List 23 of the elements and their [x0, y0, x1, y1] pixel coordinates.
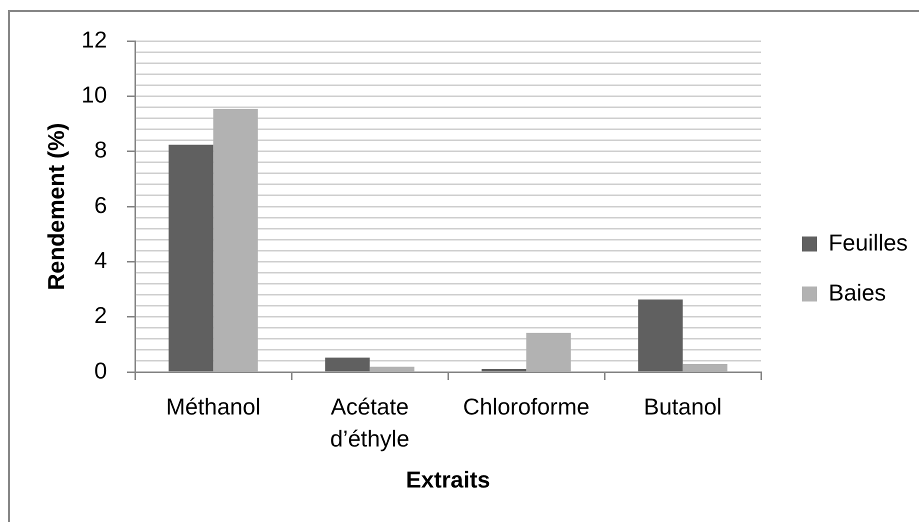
y-tick-label: 2 — [94, 302, 107, 328]
legend-label: Feuilles — [828, 229, 908, 256]
y-axis-title: Rendement (%) — [43, 122, 70, 290]
bar — [370, 366, 414, 372]
x-tick-label: Acétate d’éthyle — [330, 393, 410, 452]
y-tick-label: 0 — [94, 357, 107, 384]
bar — [638, 299, 683, 372]
x-axis-title: Extraits — [406, 466, 490, 493]
y-tick-label: 8 — [94, 136, 107, 163]
x-tick-label: Méthanol — [166, 393, 261, 420]
y-tick-label: 4 — [94, 247, 108, 274]
bar — [325, 358, 370, 372]
x-tick-label: Butanol — [644, 393, 722, 420]
y-tick-label: 6 — [94, 192, 107, 218]
bar — [682, 364, 728, 372]
legend-label: Baies — [828, 279, 886, 306]
bar — [213, 108, 258, 372]
y-tick-label: 10 — [81, 82, 107, 108]
bar — [168, 144, 214, 372]
bar — [526, 332, 571, 372]
bar — [482, 368, 526, 372]
x-tick-label: Chloroforme — [462, 393, 590, 420]
y-tick-label: 12 — [81, 26, 107, 52]
